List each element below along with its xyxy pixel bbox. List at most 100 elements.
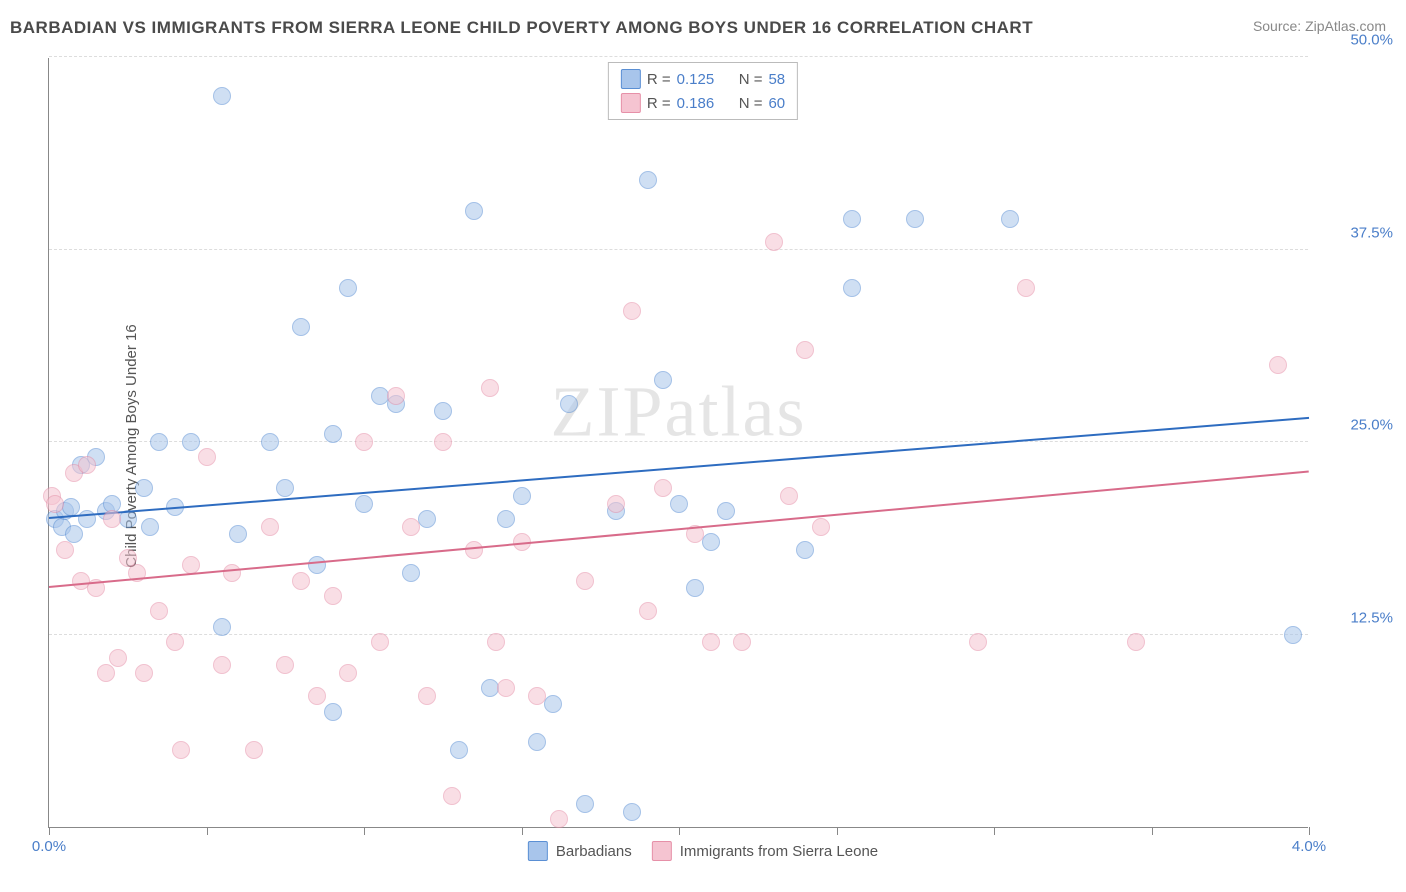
scatter-point [355,433,373,451]
scatter-point [623,803,641,821]
x-tick [522,827,523,835]
legend-row: R = 0.125 N = 58 [621,69,785,89]
scatter-point [906,210,924,228]
scatter-point [450,741,468,759]
scatter-point [78,456,96,474]
scatter-point [292,572,310,590]
scatter-point [97,664,115,682]
scatter-point [560,395,578,413]
scatter-point [487,633,505,651]
scatter-point [172,741,190,759]
scatter-point [292,318,310,336]
scatter-point [418,510,436,528]
scatter-point [654,371,672,389]
scatter-point [1017,279,1035,297]
scatter-point [481,379,499,397]
scatter-point [245,741,263,759]
scatter-point [576,795,594,813]
scatter-point [443,787,461,805]
scatter-point [103,510,121,528]
x-tick [1152,827,1153,835]
scatter-point [576,572,594,590]
scatter-point [654,479,672,497]
scatter-point [371,633,389,651]
scatter-point [198,448,216,466]
gridline [49,634,1308,635]
y-tick-label: 37.5% [1350,224,1393,241]
scatter-point [402,564,420,582]
scatter-point [796,541,814,559]
scatter-point [465,202,483,220]
x-tick [679,827,680,835]
scatter-point [308,687,326,705]
scatter-point [56,541,74,559]
scatter-point [418,687,436,705]
scatter-point [765,233,783,251]
x-tick [994,827,995,835]
scatter-point [62,498,80,516]
scatter-point [339,664,357,682]
scatter-point [166,633,184,651]
legend-swatch [528,841,548,861]
legend-series-name: Immigrants from Sierra Leone [680,843,878,860]
legend-n-value: 58 [768,71,785,88]
scatter-point [843,210,861,228]
legend-n-value: 60 [768,95,785,112]
scatter-point [780,487,798,505]
scatter-point [276,656,294,674]
scatter-point [324,587,342,605]
scatter-point [135,664,153,682]
x-tick [49,827,50,835]
legend-swatch [652,841,672,861]
scatter-point [434,402,452,420]
gridline [49,249,1308,250]
scatter-point [702,633,720,651]
scatter-point [182,433,200,451]
scatter-point [229,525,247,543]
scatter-point [223,564,241,582]
series-legend: Barbadians Immigrants from Sierra Leone [516,835,890,867]
scatter-point [1284,626,1302,644]
legend-series-name: Barbadians [556,843,632,860]
legend-n-label: N = [739,71,763,88]
gridline [49,441,1308,442]
scatter-point [213,87,231,105]
scatter-point [109,649,127,667]
scatter-point [796,341,814,359]
legend-r-value: 0.125 [677,71,715,88]
scatter-point [702,533,720,551]
scatter-point [969,633,987,651]
plot-area: ZIPatlas 12.5%25.0%37.5%50.0%0.0%4.0% [48,58,1308,828]
scatter-point [261,518,279,536]
scatter-point [213,656,231,674]
correlation-legend: R = 0.125 N = 58R = 0.186 N = 60 [608,62,798,120]
scatter-point [1127,633,1145,651]
y-tick-label: 25.0% [1350,417,1393,434]
scatter-point [150,602,168,620]
scatter-point [308,556,326,574]
y-tick-label: 50.0% [1350,32,1393,49]
scatter-point [1269,356,1287,374]
scatter-point [276,479,294,497]
x-tick-label: 0.0% [32,838,66,855]
legend-item: Barbadians [528,841,632,861]
scatter-point [639,602,657,620]
x-tick-label: 4.0% [1292,838,1326,855]
scatter-point [402,518,420,536]
legend-r-value: 0.186 [677,95,715,112]
scatter-point [717,502,735,520]
scatter-point [550,810,568,828]
scatter-point [639,171,657,189]
scatter-point [261,433,279,451]
scatter-point [465,541,483,559]
x-tick [837,827,838,835]
chart-title: BARBADIAN VS IMMIGRANTS FROM SIERRA LEON… [10,18,1033,38]
scatter-point [324,425,342,443]
scatter-point [686,579,704,597]
scatter-point [607,495,625,513]
legend-swatch [621,93,641,113]
scatter-point [670,495,688,513]
scatter-point [213,618,231,636]
scatter-point [528,687,546,705]
legend-n-label: N = [739,95,763,112]
